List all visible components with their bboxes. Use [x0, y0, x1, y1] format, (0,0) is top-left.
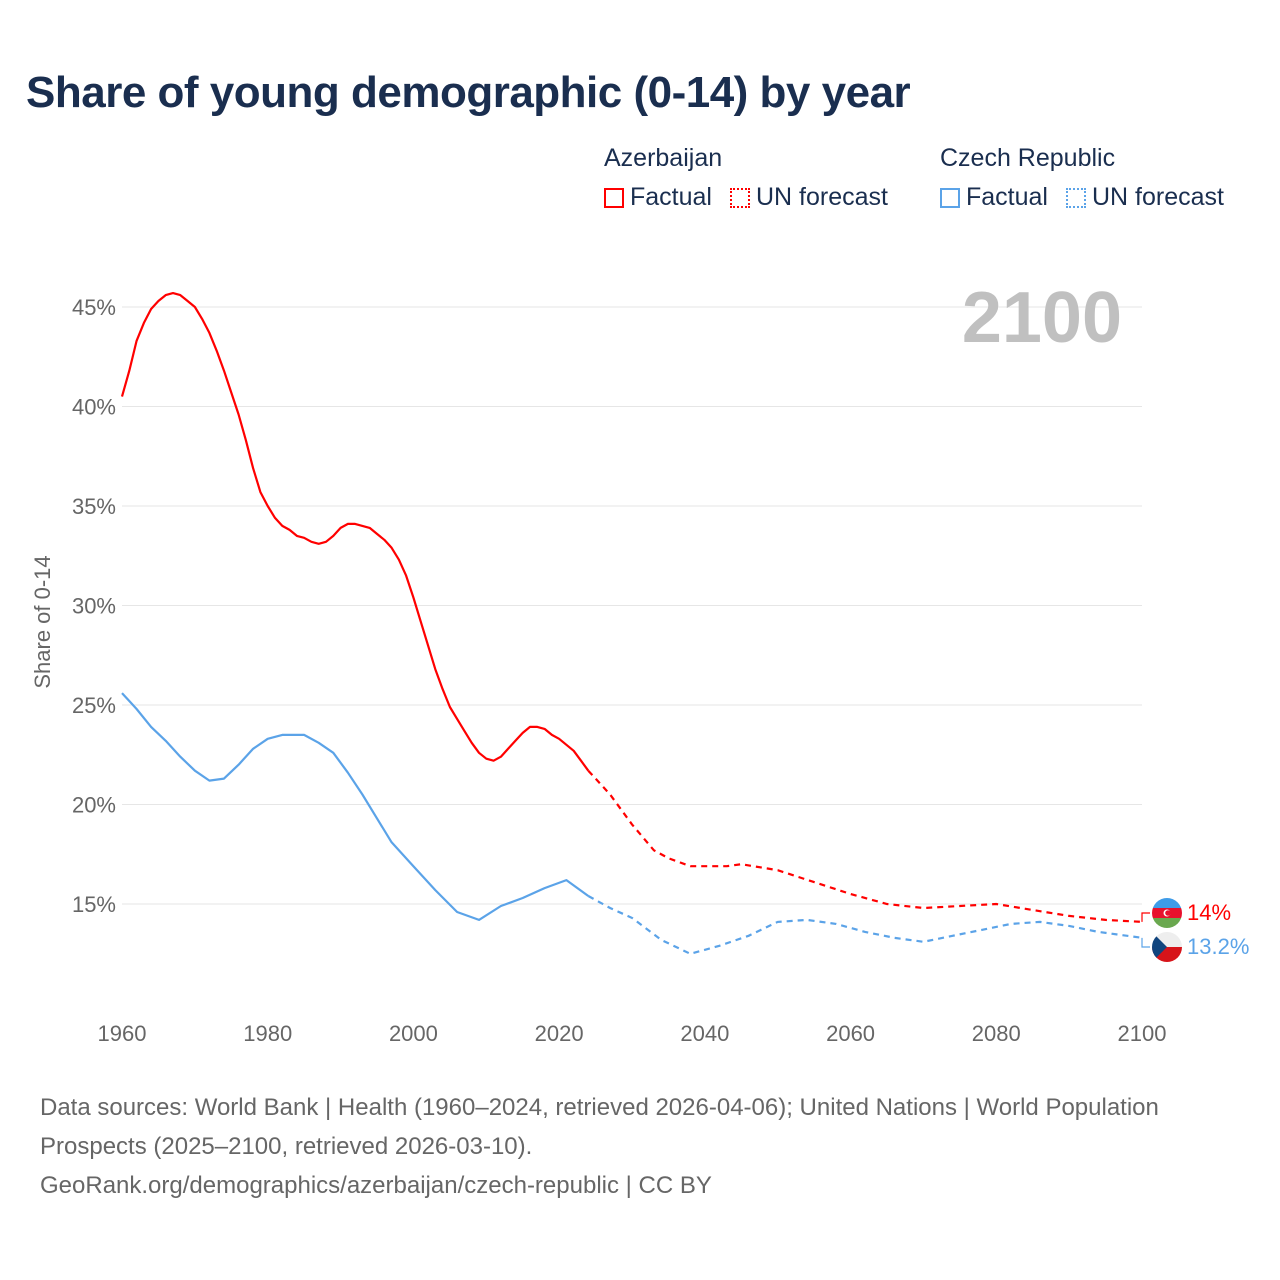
legend-item-forecast[interactable]: UN forecast — [729, 183, 888, 212]
x-tick-label: 2000 — [389, 1021, 438, 1046]
y-axis-label: Share of 0-14 — [30, 555, 55, 688]
legend-azerbaijan: Azerbaijan Factual UN forecast — [604, 144, 888, 212]
y-tick-label: 20% — [72, 793, 116, 818]
x-tick-label: 2060 — [826, 1021, 875, 1046]
source-note: Data sources: World Bank | Health (1960–… — [40, 1088, 1170, 1205]
x-tick-label: 2080 — [972, 1021, 1021, 1046]
czech-flag-icon — [1152, 932, 1182, 962]
czech-republic-forecast-line — [587, 895, 1143, 955]
legend-label: Factual — [630, 183, 712, 211]
y-tick-label: 40% — [72, 395, 116, 420]
legend-item-factual[interactable]: Factual — [604, 183, 712, 212]
legend-group-title: Czech Republic — [940, 144, 1116, 172]
legend-item-forecast[interactable]: UN forecast — [1065, 183, 1224, 212]
czech-republic-label-connector — [1141, 937, 1150, 948]
legend-label: Factual — [966, 183, 1048, 211]
legend-label: UN forecast — [1091, 183, 1224, 211]
azerbaijan-label-connector — [1141, 912, 1150, 922]
x-tick-label: 2020 — [535, 1021, 584, 1046]
azerbaijan-end-label: 14% — [1187, 900, 1231, 925]
azerbaijan-factual-line — [120, 292, 590, 772]
year-watermark: 2100 — [962, 278, 1122, 358]
legend-swatch — [1065, 187, 1086, 208]
y-tick-label: 15% — [72, 892, 116, 917]
line-chart: 15% 20% 25% 30% 35% 40% 45% 1960 1980 2000 2020 204… — [30, 278, 1249, 1046]
y-tick-label: 25% — [72, 693, 116, 718]
czech-republic-factual-line — [121, 692, 589, 921]
source-link[interactable]: GeoRank.org/demographics/azerbaijan/czec… — [40, 1172, 712, 1199]
azerbaijan-flag-icon — [1152, 898, 1182, 928]
legend-swatch — [729, 187, 750, 208]
legend-czech-republic: Czech Republic Factual UN forecast — [940, 144, 1224, 212]
x-tick-label: 1980 — [243, 1021, 292, 1046]
y-tick-label: 30% — [72, 594, 116, 619]
legend-swatch — [604, 187, 624, 208]
x-tick-label: 1960 — [98, 1021, 147, 1046]
czech-end-label: 13.2% — [1187, 934, 1249, 959]
x-tick-label: 2040 — [680, 1021, 729, 1046]
x-tick-label: 2100 — [1118, 1021, 1167, 1046]
legend-group-title: Azerbaijan — [604, 144, 723, 172]
legend-label: UN forecast — [755, 183, 888, 211]
y-tick-label: 35% — [72, 494, 116, 519]
chart-title: Share of young demographic (0-14) by yea… — [26, 68, 911, 117]
azerbaijan-forecast-line — [587, 769, 1143, 923]
y-tick-label: 45% — [72, 295, 116, 320]
source-text: Data sources: World Bank | Health (1960–… — [40, 1094, 1159, 1160]
legend-item-factual[interactable]: Factual — [940, 183, 1048, 212]
legend-swatch — [940, 187, 960, 208]
